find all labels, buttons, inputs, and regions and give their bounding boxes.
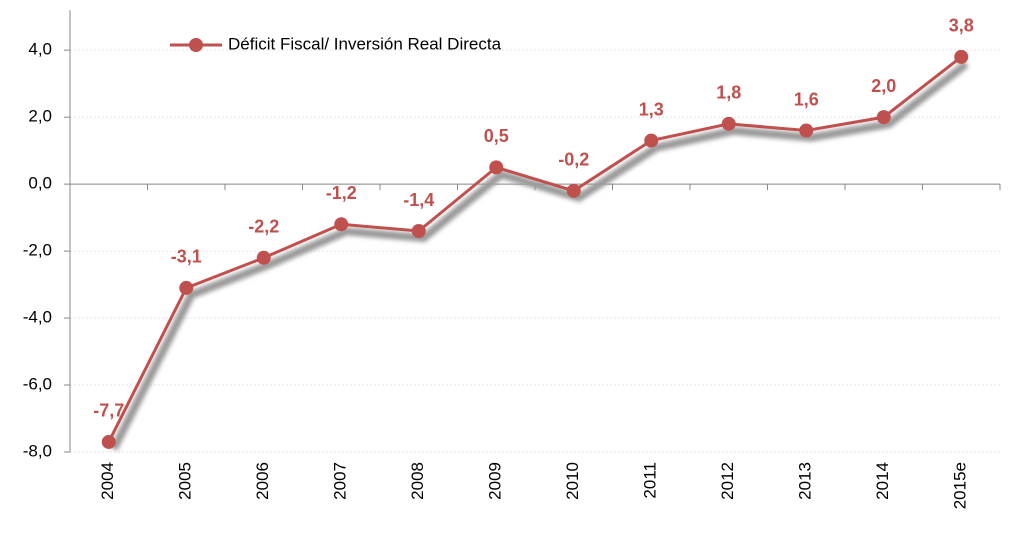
data-label: -1,4 <box>403 190 434 210</box>
x-tick-label: 2008 <box>408 462 427 500</box>
y-tick-label: -8,0 <box>23 441 52 460</box>
legend-label: Déficit Fiscal/ Inversión Real Directa <box>228 34 502 53</box>
marker <box>411 224 426 238</box>
x-tick-label: 2010 <box>563 462 582 500</box>
y-tick-label: -2,0 <box>23 241 52 260</box>
data-label: -1,2 <box>326 183 357 203</box>
marker <box>334 217 349 232</box>
y-tick-label: -6,0 <box>23 375 52 394</box>
y-tick-label: 4,0 <box>28 40 52 59</box>
x-tick-label: 2007 <box>331 462 350 500</box>
data-label: -2,2 <box>248 217 279 237</box>
x-tick-label: 2011 <box>641 462 660 499</box>
data-label: 1,3 <box>639 99 664 119</box>
data-label: -7,7 <box>93 401 124 421</box>
data-label: 2,0 <box>871 76 896 96</box>
data-label: 1,8 <box>716 83 741 103</box>
marker <box>954 49 969 64</box>
marker <box>179 280 194 295</box>
x-tick-label: 2009 <box>486 462 505 500</box>
marker <box>799 123 814 138</box>
x-tick-label: 2014 <box>873 462 892 500</box>
x-tick-label: 2006 <box>253 462 272 500</box>
x-tick-label: 2005 <box>176 462 195 500</box>
data-label: 3,8 <box>949 16 974 36</box>
line <box>107 55 963 443</box>
x-tick-label: 2015e <box>951 462 970 509</box>
marker <box>256 250 271 265</box>
x-tick-label: 2012 <box>718 462 737 500</box>
data-label: -3,1 <box>171 247 202 267</box>
x-tick-label: 2013 <box>796 462 815 500</box>
marker <box>101 434 116 449</box>
y-tick-label: -4,0 <box>23 308 52 327</box>
data-label: -0,2 <box>558 150 589 170</box>
x-tick-label: 2004 <box>98 462 117 500</box>
data-label: 1,6 <box>794 89 819 109</box>
y-tick-label: 0,0 <box>28 174 52 193</box>
legend-marker <box>189 38 203 52</box>
marker <box>489 160 504 175</box>
line-shadow <box>110 60 969 451</box>
y-tick-label: 2,0 <box>28 107 52 126</box>
marker <box>566 183 581 198</box>
marker <box>644 133 659 148</box>
data-label: 0,5 <box>484 126 509 146</box>
marker <box>721 116 736 131</box>
marker <box>876 110 891 125</box>
